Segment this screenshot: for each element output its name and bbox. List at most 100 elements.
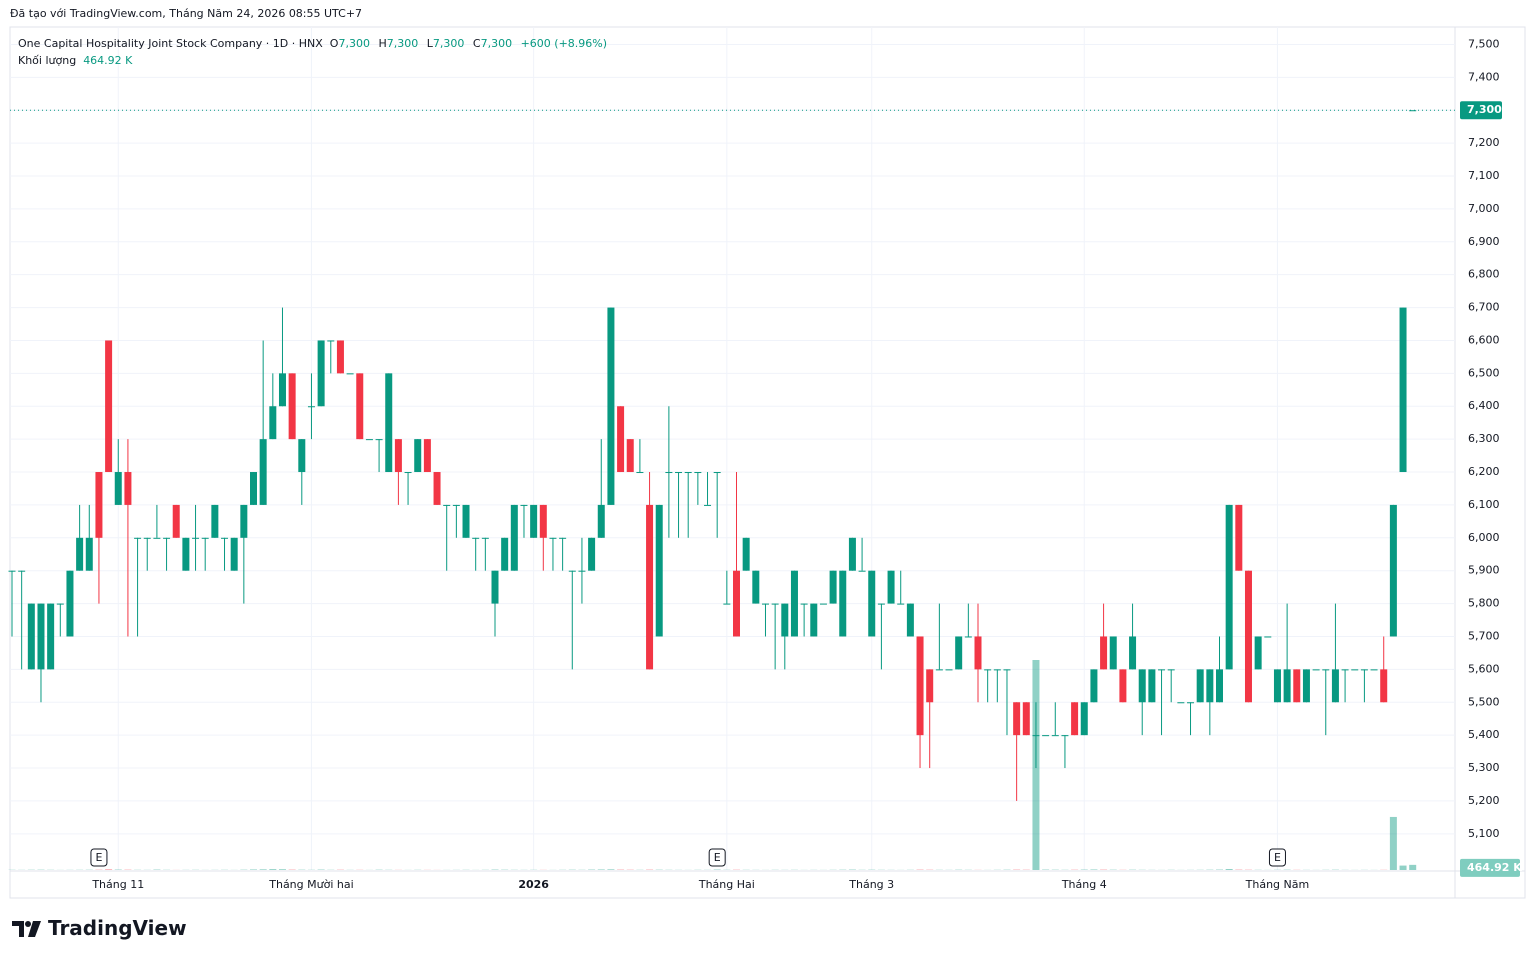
candle-body: [288, 373, 296, 440]
volume-bar: [607, 869, 615, 870]
volume-badge-label: 464.92 K: [1467, 861, 1522, 874]
ohlc-key: L: [426, 37, 433, 50]
candle-body: [723, 603, 731, 605]
candle-body: [211, 504, 219, 538]
x-tick-label: Tháng Mười hai: [268, 878, 353, 891]
ohlc-value: 7,300: [386, 37, 419, 50]
y-tick-label: 5,300: [1468, 761, 1500, 774]
candle-body: [1264, 636, 1272, 638]
x-tick-label: Tháng 3: [848, 878, 894, 891]
candle-body: [993, 669, 1001, 671]
candle-body: [684, 472, 692, 474]
candle-body: [201, 537, 209, 539]
candle-body: [163, 537, 171, 539]
candle-body: [481, 537, 489, 539]
created-note: Đã tạo với TradingView.com, Tháng Năm 24…: [10, 7, 363, 20]
candle-body: [385, 373, 393, 473]
candle-body: [336, 340, 344, 374]
candle-body: [172, 504, 180, 538]
candle-body: [1380, 669, 1388, 703]
candle-body: [530, 504, 538, 538]
y-tick-label: 7,400: [1468, 70, 1500, 83]
candle-body: [443, 504, 451, 506]
candle-body: [1061, 735, 1069, 737]
volume-bar: [269, 869, 277, 870]
ohlc-key: H: [378, 37, 387, 50]
candle-body: [8, 570, 16, 572]
candle-body: [945, 669, 953, 671]
candle-body: [906, 603, 914, 637]
y-tick-label: 5,100: [1468, 827, 1500, 840]
y-tick-label: 6,600: [1468, 333, 1500, 346]
candle-body: [1283, 669, 1291, 703]
candle-body: [327, 340, 335, 342]
candle-body: [501, 537, 509, 571]
candle-body: [675, 472, 683, 474]
candle-body: [1003, 669, 1011, 671]
candle-body: [1399, 307, 1407, 473]
candle-body: [1022, 702, 1030, 736]
candle-body: [114, 472, 122, 505]
volume-bar: [597, 869, 605, 870]
candle-body: [636, 472, 644, 474]
candle-body: [27, 603, 35, 670]
y-tick-label: 7,500: [1468, 37, 1500, 50]
candle-body: [240, 504, 248, 538]
candle-body: [56, 603, 64, 605]
candle-body: [1293, 669, 1301, 703]
volume-bar: [105, 869, 113, 870]
y-tick-label: 6,000: [1468, 531, 1500, 544]
candle-body: [221, 537, 229, 539]
volume-bar: [250, 869, 257, 870]
volume-bar: [1389, 816, 1397, 870]
candle-body: [1158, 669, 1166, 671]
y-tick-label: 7,000: [1468, 202, 1500, 215]
candle-body: [250, 472, 257, 505]
volume-bar: [1399, 865, 1407, 870]
candle-body: [955, 636, 963, 670]
candle-body: [964, 636, 972, 638]
y-tick-label: 5,700: [1468, 629, 1500, 642]
candle-body: [1244, 570, 1252, 703]
candle-body: [868, 570, 876, 637]
candle-body: [192, 537, 200, 539]
y-tick-label: 6,500: [1468, 366, 1500, 379]
x-tick-label: Tháng Năm: [1245, 878, 1310, 891]
candle-body: [1013, 702, 1021, 736]
y-tick-label: 5,200: [1468, 794, 1500, 807]
candle-body: [1216, 669, 1223, 703]
candle-body: [984, 669, 992, 671]
volume-bar: [278, 869, 286, 870]
ohlc-value: 7,300: [432, 37, 465, 50]
candle-body: [278, 373, 286, 407]
event-label: E: [714, 851, 721, 864]
candle-body: [1148, 669, 1156, 703]
candle-body: [655, 504, 663, 637]
candle-body: [1302, 669, 1310, 703]
candle-body: [1409, 110, 1417, 112]
candle-body: [317, 340, 325, 407]
candle-body: [1109, 636, 1117, 670]
candle-body: [1177, 702, 1185, 704]
candle-body: [790, 570, 798, 637]
candle-body: [472, 537, 480, 539]
candle-body: [66, 570, 74, 637]
y-tick-label: 5,800: [1468, 597, 1500, 610]
candle-body: [665, 472, 673, 474]
price-badge-label: 7,300: [1467, 103, 1502, 116]
candle-body: [182, 537, 190, 571]
volume-value: 464.92 K: [83, 54, 133, 67]
candle-body: [1370, 669, 1378, 671]
candle-body: [829, 570, 837, 604]
y-tick-label: 5,400: [1468, 728, 1500, 741]
y-tick-label: 7,200: [1468, 136, 1500, 149]
candle-body: [848, 537, 856, 571]
legend: One Capital Hospitality Joint Stock Comp…: [18, 35, 612, 69]
candle-body: [1389, 504, 1397, 637]
volume-bar: [259, 869, 267, 870]
ohlc-value: 7,300: [338, 37, 370, 50]
candle-body: [1051, 735, 1059, 737]
symbol: One Capital Hospitality Joint Stock Comp…: [18, 37, 323, 50]
y-tick-label: 6,200: [1468, 465, 1500, 478]
